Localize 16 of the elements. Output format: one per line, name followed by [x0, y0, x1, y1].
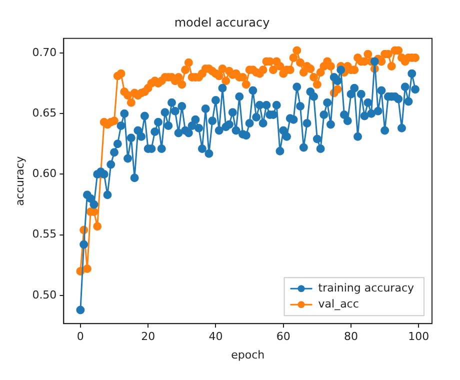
y-tick-label: 0.50	[32, 288, 57, 302]
legend-label: training accuracy	[318, 281, 414, 294]
x-tick-label: 80	[344, 330, 358, 344]
y-tick-label: 0.60	[32, 167, 57, 180]
legend-label: val_acc	[318, 297, 359, 310]
chart-title: model accuracy	[174, 15, 270, 30]
y-tick-label: 0.55	[32, 228, 57, 241]
y-tick-label: 0.70	[32, 46, 57, 59]
x-tick-label: 60	[276, 330, 290, 344]
x-tick-label: 40	[208, 330, 223, 344]
y-tick-label: 0.65	[32, 106, 57, 120]
y-axis-title: accuracy	[13, 156, 26, 206]
x-tick-label: 0	[76, 330, 84, 344]
x-axis-title: epoch	[231, 348, 265, 362]
x-tick-label: 20	[141, 330, 156, 344]
x-tick-label: 100	[408, 330, 430, 344]
